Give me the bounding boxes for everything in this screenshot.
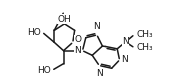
Text: CH₃: CH₃ [137,43,153,52]
Text: N: N [122,37,129,46]
Text: N: N [96,69,103,78]
Text: HO: HO [27,28,41,37]
Text: HO: HO [37,66,51,75]
Text: N: N [93,22,100,31]
Text: O: O [74,35,81,44]
Text: CH₃: CH₃ [137,30,153,39]
Text: N: N [74,46,81,55]
Text: OH: OH [58,15,71,24]
Text: N: N [121,55,128,64]
